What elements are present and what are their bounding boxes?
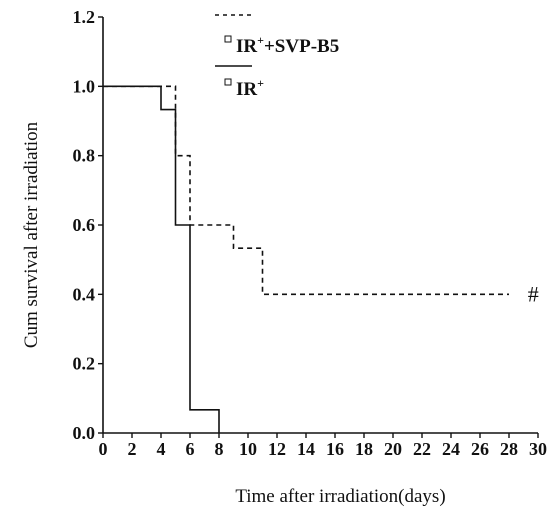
annotations: # — [528, 281, 539, 306]
series-line-ir-svp-b5 — [103, 85, 509, 296]
x-tick-label: 12 — [268, 439, 286, 459]
legend-label-ir: IR+ — [236, 76, 264, 100]
x-tick-label: 4 — [157, 439, 166, 459]
significance-marker: # — [528, 281, 539, 306]
x-tick-label: 2 — [128, 439, 137, 459]
y-tick-label: 0.6 — [73, 215, 96, 235]
y-axis-label: Cum survival after irradiation — [21, 121, 42, 348]
x-tick-label: 16 — [326, 439, 344, 459]
legend-marker-ir — [224, 78, 232, 86]
x-tick-label: 24 — [442, 439, 460, 459]
x-tick-label: 18 — [355, 439, 373, 459]
x-tick-label: 28 — [500, 439, 518, 459]
legend-label-ir-svp-b5: IR++SVP-B5 — [236, 33, 339, 57]
x-axis-label: Time after irradiation(days) — [235, 486, 445, 507]
series-line-ir — [103, 85, 220, 433]
axes: 0 2 4 6 8 10 12 14 16 18 20 22 24 26 28 300.00.20.40.60… — [73, 7, 548, 459]
y-tick-label: 1.2 — [73, 7, 96, 27]
x-tick-label: 0 — [99, 439, 108, 459]
x-tick-label: 20 — [384, 439, 402, 459]
y-tick-label: 0.0 — [73, 423, 96, 443]
y-tick-label: 0.2 — [73, 354, 96, 374]
x-tick-label: 6 — [186, 439, 195, 459]
y-tick-label: 0.8 — [73, 146, 96, 166]
x-tick-label: 26 — [471, 439, 489, 459]
series-layer — [103, 85, 509, 433]
x-tick-label: 30 — [529, 439, 547, 459]
x-tick-label: 14 — [297, 439, 315, 459]
legend-marker-ir-svp-b5 — [224, 35, 232, 43]
y-tick-label: 1.0 — [73, 76, 96, 96]
x-tick-label: 10 — [239, 439, 257, 459]
legend: IR++SVP-B5 IR+ — [215, 14, 339, 100]
x-tick-label: 22 — [413, 439, 431, 459]
y-tick-label: 0.4 — [73, 284, 96, 304]
x-tick-label: 8 — [215, 439, 224, 459]
